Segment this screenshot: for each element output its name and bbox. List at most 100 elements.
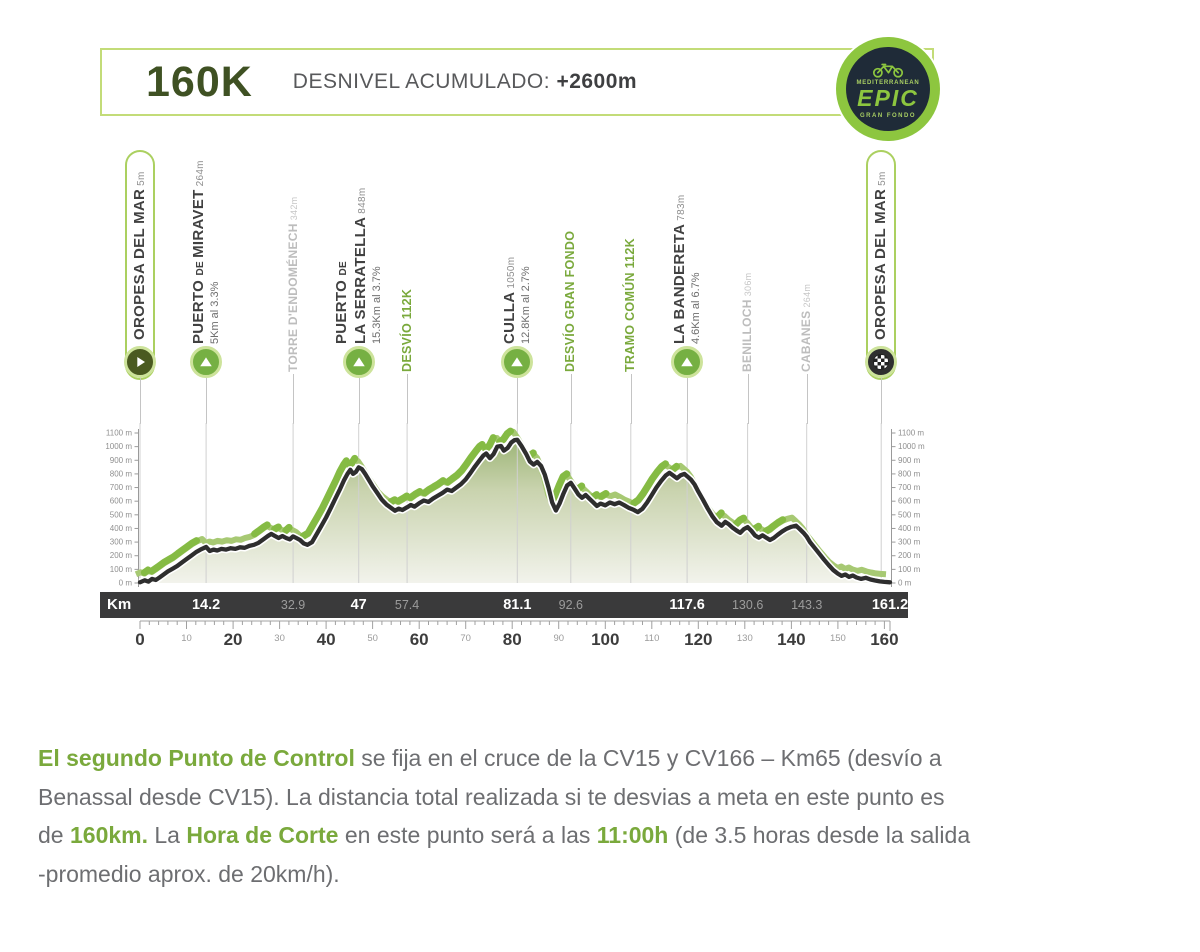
oropesa-start-stem: [140, 378, 141, 424]
waypoint-text: BENILLOCH: [740, 299, 755, 372]
header-box: 160K DESNIVEL ACUMULADO: +2600m: [100, 48, 934, 116]
x-tick-130: 130: [736, 633, 753, 644]
km-marker-117.6: 117.6: [669, 597, 705, 613]
svg-text:800 m: 800 m: [110, 469, 133, 478]
x-tick-110: 110: [644, 633, 660, 644]
waypoint-text: LA BANDERETA: [671, 223, 689, 344]
km-bar: Km 14.2 32.9 47 57.4 81.1 92.6 117.6 130.6 143.3…: [100, 592, 908, 618]
km-marker-81.1: 81.1: [503, 597, 532, 613]
tramo-comun-112k-stem: [630, 374, 632, 424]
svg-text:200 m: 200 m: [110, 551, 133, 560]
svg-text:0 m: 0 m: [898, 579, 912, 588]
svg-text:500 m: 500 m: [110, 510, 133, 519]
svg-text:400 m: 400 m: [898, 524, 921, 533]
svg-text:700 m: 700 m: [898, 483, 921, 492]
svg-text:100 m: 100 m: [110, 565, 133, 574]
cabanes-stem: [806, 374, 808, 424]
svg-text:300 m: 300 m: [110, 538, 133, 547]
desvio-112k-stem: [407, 374, 409, 424]
waypoint-text: CULLA: [501, 291, 519, 344]
km-marker-32.9: 32.9: [280, 598, 306, 612]
desvio-gran-fondo-stem: [570, 374, 572, 424]
svg-text:600 m: 600 m: [898, 497, 921, 506]
highlighted-text: 11:00h: [596, 822, 669, 848]
km-marker-47: 47: [350, 597, 367, 613]
svg-text:1100 m: 1100 m: [106, 429, 132, 438]
km-marker-92.6: 92.6: [558, 598, 583, 612]
logo-brand-top: MEDITERRANEAN: [856, 79, 920, 86]
waypoint-text: 342m: [288, 196, 299, 221]
benilloch-stem: [747, 374, 749, 424]
waypoint-text: TORRE D'ENDOMÉNECH: [285, 223, 300, 372]
waypoint-text: DESVÍO 112K: [399, 288, 414, 372]
waypoint-text: 848m: [357, 187, 369, 214]
body-text: La: [148, 822, 187, 848]
svg-text:1000 m: 1000 m: [105, 442, 132, 451]
x-tick-40: 40: [316, 630, 336, 649]
event-logo: MEDITERRANEAN EPIC GRAN FONDO: [836, 37, 940, 141]
waypoint-text: 5m: [135, 171, 147, 186]
waypoint-text: 783m: [676, 194, 688, 221]
waypoint-text: DE: [195, 257, 207, 276]
desnivel-value: +2600m: [556, 70, 638, 93]
body-text: (de 3.5 horas desde la salida -promedio …: [38, 822, 971, 887]
oropesa-finish-stem: [881, 378, 883, 424]
x-tick-80: 80: [502, 630, 522, 649]
km-axis-label: Km: [107, 596, 132, 613]
x-tick-160: 160: [870, 630, 899, 649]
distance-title: 160K: [146, 57, 253, 106]
waypoint-text: OROPESA DEL MAR: [130, 188, 148, 340]
highlighted-text: 160km.: [69, 822, 148, 848]
finish-checkered-icon: [865, 346, 898, 378]
svg-text:600 m: 600 m: [110, 497, 133, 506]
x-tick-30: 30: [274, 633, 285, 644]
desnivel-text: DESNIVEL ACUMULADO:: [292, 70, 551, 93]
body-text: en este punto será a las: [338, 822, 597, 848]
waypoint-text: CABANES: [799, 310, 814, 372]
puerto-serratella-stem: [358, 378, 360, 424]
puerto-miravet-stem: [206, 378, 208, 424]
event-logo-inner: MEDITERRANEAN EPIC GRAN FONDO: [846, 47, 930, 131]
x-tick-0: 0: [135, 630, 145, 649]
waypoint-text: TRAMO COMÚN 112K: [623, 238, 638, 372]
x-tick-20: 20: [223, 630, 243, 649]
svg-text:800 m: 800 m: [898, 469, 921, 478]
svg-text:900 m: 900 m: [898, 456, 921, 465]
svg-text:1100 m: 1100 m: [898, 429, 924, 438]
waypoint-text: LA SERRATELLA: [352, 216, 370, 344]
waypoint-text: 4.6Km al 6.7%: [690, 272, 703, 344]
waypoint-text: DESVÍO GRAN FONDO: [563, 230, 578, 372]
svg-text:300 m: 300 m: [898, 538, 921, 547]
waypoint-text: DE: [338, 260, 350, 276]
steep-climb-ribbon: [140, 427, 787, 577]
profile-line: [137, 437, 893, 585]
waypoint-text: 306m: [743, 272, 754, 297]
start-flag-icon: [124, 346, 156, 378]
waypoint-text: 264m: [195, 160, 207, 187]
logo-brand-sub: GRAN FONDO: [860, 112, 916, 119]
waypoint-text: PUERTO: [190, 275, 208, 344]
bicycle-icon: [872, 63, 904, 78]
waypoint-text: PUERTO: [333, 275, 351, 344]
waypoint-text: 1050m: [506, 256, 518, 289]
svg-text:0 m: 0 m: [119, 579, 133, 588]
waypoint-text: OROPESA DEL MAR: [871, 188, 889, 340]
km-marker-161.2: 161.2: [871, 597, 909, 613]
waypoint-text: 5Km al 3.3%: [209, 281, 222, 344]
mountain-icon: [190, 346, 223, 378]
svg-text:900 m: 900 m: [110, 456, 133, 465]
km-marker-14.2: 14.2: [191, 597, 221, 613]
km-marker-57.4: 57.4: [394, 598, 420, 612]
svg-text:100 m: 100 m: [898, 565, 921, 574]
x-tick-60: 60: [409, 630, 429, 649]
logo-brand-main: EPIC: [857, 84, 919, 111]
km-marker-130.6: 130.6: [731, 598, 764, 612]
control-point-paragraph: El segundo Punto de Control se fija en e…: [38, 739, 972, 893]
profile-area: [140, 439, 890, 583]
svg-text:1000 m: 1000 m: [898, 442, 925, 451]
svg-text:400 m: 400 m: [110, 524, 133, 533]
waypoint-text: MIRAVET: [190, 189, 208, 258]
km-marker-143.3: 143.3: [791, 598, 823, 612]
svg-text:200 m: 200 m: [898, 551, 921, 560]
